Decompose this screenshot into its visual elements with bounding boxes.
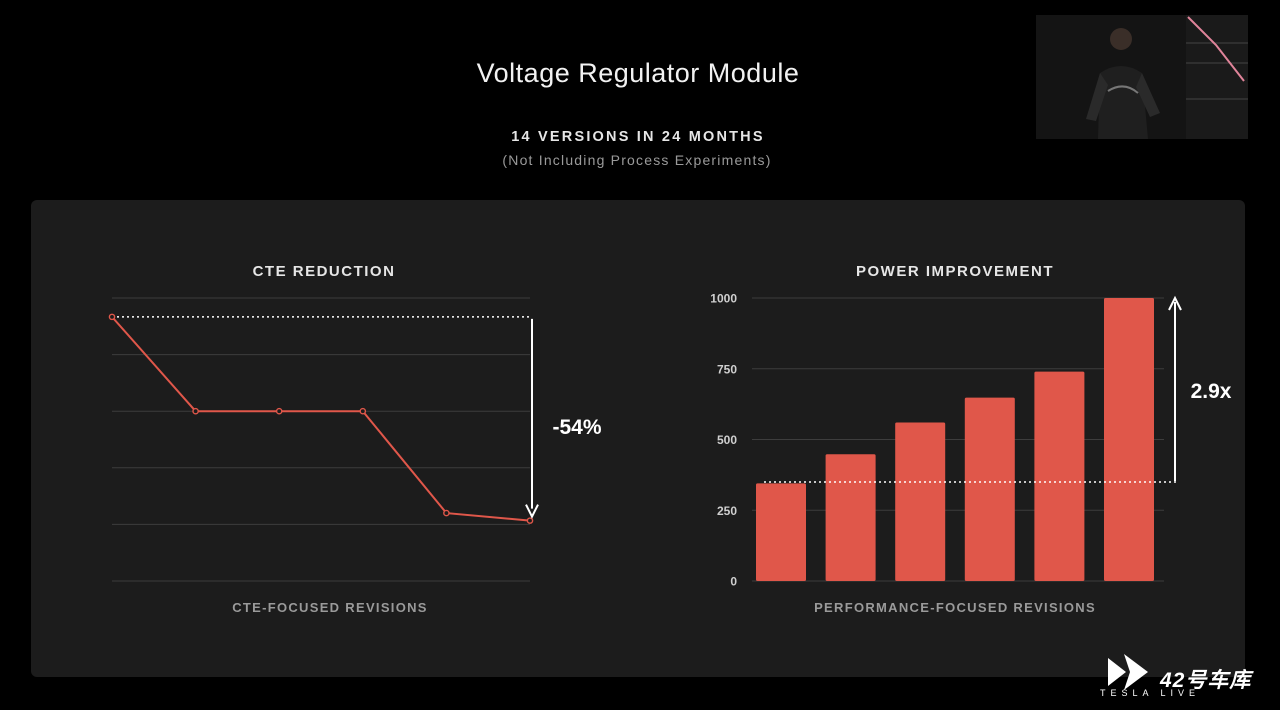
play-logo-icon [1108,654,1148,690]
cte-chart-title: CTE REDUCTION [253,263,396,280]
cte-data-point [526,517,534,524]
charts-panel: CTE REDUCTION CTE-FOCUSED REVISIONS -54% PO… [31,200,1245,677]
slide-subtitle: 14 VERSIONS IN 24 MONTHS [511,129,765,145]
power-bar [964,397,1015,581]
power-bar [1104,298,1154,581]
power-y-tick-label: 500 [717,433,737,447]
power-improvement-arrow-head [1168,295,1182,311]
power-bar [1034,371,1085,581]
power-chart-title: POWER IMPROVEMENT [856,263,1054,280]
cte-data-point [359,407,367,415]
power-y-tick-label: 0 [730,575,737,589]
power-y-tick-label: 250 [717,504,737,518]
watermark-subtext: TESLA LIVE [1100,688,1201,698]
power-y-tick-label: 1000 [710,292,737,306]
slide-note: (Not Including Process Experiments) [502,152,772,168]
watermark-text: 42号车库 [1160,669,1252,692]
power-improvement-label: 2.9x [1191,380,1232,403]
slide-title: Voltage Regulator Module [476,58,800,88]
power-y-tick-label: 750 [717,362,737,376]
cte-data-point [275,407,283,415]
power-bar [895,422,946,581]
power-bar [756,483,806,581]
cte-data-point [443,509,450,517]
power-bar [825,454,876,581]
cte-reduction-label: -54% [552,416,601,439]
presenter-video-inset [1036,15,1248,139]
cte-chart-xlabel: CTE-FOCUSED REVISIONS [232,600,428,615]
cte-reduction-arrow-head [525,504,539,519]
watermark: 42号车库 TESLA LIVE [1100,652,1270,702]
power-chart-xlabel: PERFORMANCE-FOCUSED REVISIONS [814,600,1096,615]
charts-svg: CTE REDUCTION CTE-FOCUSED REVISIONS -54% PO… [108,263,1232,615]
cte-data-point [108,313,116,321]
cte-data-point [192,407,199,415]
cte-series-line [111,316,531,522]
presenter-video-icon [1036,15,1248,139]
